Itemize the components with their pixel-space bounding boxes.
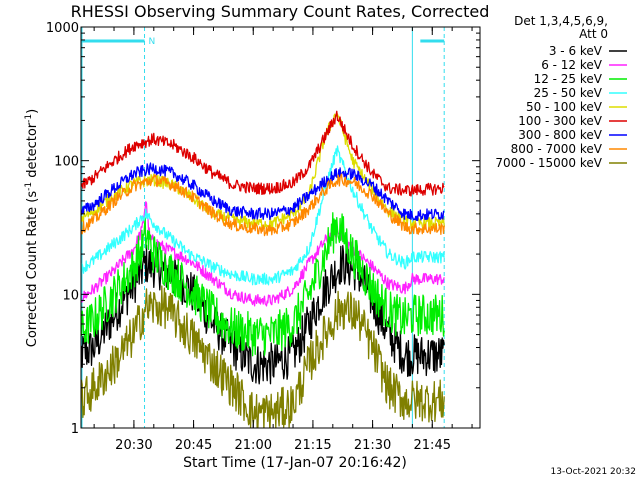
y-tick-label-4: 1000	[46, 21, 79, 36]
plot-frame	[80, 26, 481, 429]
y-tick-label-3: 100	[54, 155, 79, 170]
series-group	[81, 110, 445, 428]
series-line-4	[81, 145, 445, 286]
x-tick-label-3: 21:00	[235, 438, 272, 453]
legend-label-5: 50 - 100 keV	[526, 100, 603, 114]
legend-label-4: 25 - 50 keV	[534, 86, 603, 100]
series-line-8	[81, 173, 445, 237]
chart-title: RHESSI Observing Summary Count Rates, Co…	[71, 2, 490, 21]
legend-header-1: Det 1,3,4,5,6,9,	[514, 14, 608, 28]
series-line-1	[81, 244, 445, 385]
x-axis-label: Start Time (17-Jan-07 20:16:42)	[183, 455, 407, 471]
x-tick-label-6: 21:45	[414, 438, 451, 453]
y-tick-label-2: 10	[62, 288, 79, 303]
y-axis-label-sup2: -1	[24, 114, 34, 123]
legend-label-1: 3 - 6 keV	[549, 44, 603, 58]
x-tick-label-1: 20:30	[115, 438, 152, 453]
x-tick-label-4: 21:15	[294, 438, 331, 453]
legend-label-9: 7000 - 15000 keV	[495, 156, 602, 170]
legend-label-6: 100 - 300 keV	[518, 114, 602, 128]
plot-area: N 1 10 100 1000 20:30 20:45 21:00 21:15 21:30 21:4…	[46, 21, 481, 453]
legend-label-2: 6 - 12 keV	[541, 58, 603, 72]
series-line-6	[81, 110, 445, 197]
y-tick-label-1: 1	[71, 422, 79, 437]
y-axis-label-mid: detector	[25, 122, 40, 182]
y-axis-label-main: Corrected Count Rate (s	[25, 191, 40, 348]
y-axis-label-sup1: -1	[24, 182, 34, 191]
legend-header-2: Att 0	[579, 27, 608, 41]
series-line-7	[81, 162, 445, 222]
y-axis-label: Corrected Count Rate (s-1 detector-1)	[24, 109, 40, 347]
series-line-3	[81, 212, 445, 357]
series-line-2	[81, 201, 445, 307]
y-axis-label-end: )	[25, 109, 40, 114]
x-tick-label-2: 20:45	[175, 438, 212, 453]
footer-date: 13-Oct-2021 20:32	[551, 467, 636, 477]
legend-label-7: 300 - 800 keV	[518, 128, 602, 142]
legend-label-8: 800 - 7000 keV	[511, 142, 603, 156]
series-line-9	[81, 285, 445, 428]
night-marker-label: N	[149, 37, 156, 47]
x-tick-label-5: 21:30	[354, 438, 391, 453]
legend-label-3: 12 - 25 keV	[534, 72, 603, 86]
